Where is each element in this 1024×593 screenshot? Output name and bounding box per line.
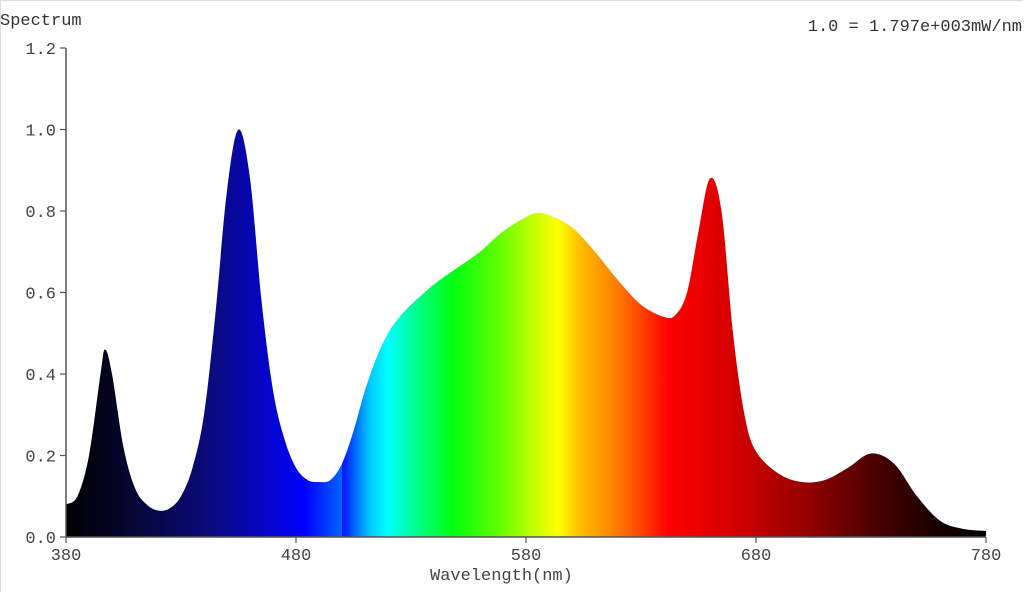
- y-tick-label: 1.2: [25, 41, 56, 60]
- y-tick-label: 0.4: [25, 367, 56, 386]
- y-tick-label: 0.0: [25, 530, 56, 549]
- y-tick-label: 0.8: [25, 204, 56, 223]
- y-tick-label: 0.6: [25, 286, 56, 305]
- chart-title: Spectrum: [0, 12, 82, 31]
- x-tick-label: 680: [741, 547, 772, 566]
- y-axis-ticks: 0.0 0.2 0.4 0.6 0.8 1.0 1.2: [25, 41, 66, 549]
- x-tick-label: 780: [971, 547, 1002, 566]
- x-axis-ticks: 380 480 580 680 780: [51, 537, 1002, 566]
- y-tick-label: 1.0: [25, 123, 56, 142]
- x-tick-label: 380: [51, 547, 82, 566]
- spectrum-area: [66, 129, 986, 538]
- x-tick-label: 480: [281, 547, 312, 566]
- y-tick-label: 0.2: [25, 449, 56, 468]
- x-tick-label: 580: [511, 547, 542, 566]
- x-axis-label: Wavelength(nm): [430, 567, 573, 586]
- scale-note: 1.0 = 1.797e+003mW/nm: [807, 18, 1022, 37]
